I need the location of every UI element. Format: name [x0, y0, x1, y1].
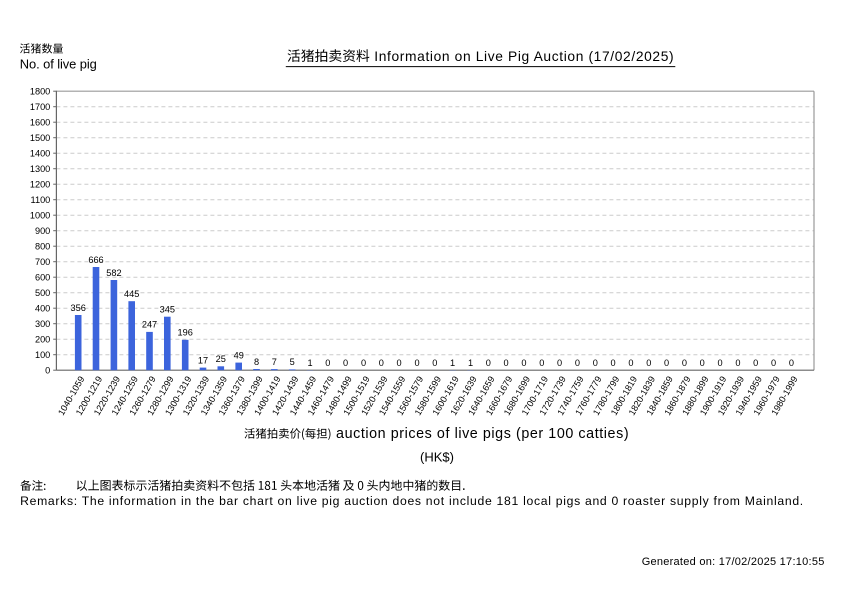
svg-text:49: 49 [234, 350, 244, 360]
svg-text:0: 0 [539, 358, 544, 368]
svg-text:247: 247 [142, 320, 157, 330]
svg-text:356: 356 [71, 303, 86, 313]
svg-text:0: 0 [789, 358, 794, 368]
svg-text:7: 7 [272, 357, 277, 367]
svg-text:0: 0 [700, 358, 705, 368]
svg-text:1300: 1300 [30, 164, 50, 174]
svg-text:0: 0 [593, 358, 598, 368]
svg-text:1800: 1800 [30, 86, 50, 96]
svg-text:0: 0 [557, 358, 562, 368]
svg-text:800: 800 [35, 241, 50, 251]
svg-text:0: 0 [361, 358, 366, 368]
svg-text:Generated on: 17/02/2025 17:10: Generated on: 17/02/2025 17:10:55 [642, 556, 825, 568]
svg-text:0: 0 [664, 358, 669, 368]
svg-text:0: 0 [611, 358, 616, 368]
svg-text:1700: 1700 [30, 102, 50, 112]
svg-text:1000: 1000 [30, 210, 50, 220]
svg-text:5: 5 [290, 357, 295, 367]
svg-text:345: 345 [160, 305, 175, 315]
svg-text:1400: 1400 [30, 148, 50, 158]
svg-text:0: 0 [575, 358, 580, 368]
svg-text:500: 500 [35, 288, 50, 298]
svg-text:0: 0 [735, 358, 740, 368]
svg-text:0: 0 [682, 358, 687, 368]
svg-text:No. of live pig: No. of live pig [20, 57, 97, 72]
svg-text:0: 0 [414, 358, 419, 368]
svg-text:1: 1 [450, 358, 455, 368]
svg-text:582: 582 [106, 268, 121, 278]
svg-text:0: 0 [343, 358, 348, 368]
svg-text:0: 0 [771, 358, 776, 368]
svg-text:666: 666 [88, 255, 103, 265]
svg-text:600: 600 [35, 272, 50, 282]
svg-text:0: 0 [397, 358, 402, 368]
svg-text:(HK$): (HK$) [420, 449, 454, 464]
svg-text:0: 0 [432, 358, 437, 368]
svg-text:196: 196 [178, 328, 193, 338]
svg-text:17: 17 [198, 355, 208, 365]
svg-text:445: 445 [124, 289, 139, 299]
svg-text:0: 0 [486, 358, 491, 368]
svg-text:1: 1 [307, 358, 312, 368]
svg-text:Remarks: The information in th: Remarks: The information in the bar char… [20, 494, 804, 508]
svg-text:300: 300 [35, 319, 50, 329]
svg-text:1: 1 [468, 358, 473, 368]
svg-text:0: 0 [45, 365, 50, 375]
svg-text:1200: 1200 [30, 179, 50, 189]
svg-text:Information on Live Pig Auctio: Information on Live Pig Auction (17/02/2… [370, 49, 674, 64]
svg-text:auction prices of live pigs (p: auction prices of live pigs (per 100 cat… [332, 426, 630, 442]
svg-text:1500: 1500 [30, 133, 50, 143]
svg-text:0: 0 [628, 358, 633, 368]
svg-text:1600: 1600 [30, 117, 50, 127]
svg-text:400: 400 [35, 303, 50, 313]
svg-text:8: 8 [254, 357, 259, 367]
svg-text:1100: 1100 [31, 195, 51, 205]
svg-text:0: 0 [504, 358, 509, 368]
svg-text:700: 700 [35, 257, 50, 267]
svg-text:200: 200 [35, 334, 50, 344]
svg-text:100: 100 [35, 350, 50, 360]
svg-text:900: 900 [35, 226, 50, 236]
svg-text:0: 0 [646, 358, 651, 368]
svg-text:0: 0 [753, 358, 758, 368]
svg-text:25: 25 [216, 354, 226, 364]
svg-text:0: 0 [325, 358, 330, 368]
svg-text:0: 0 [379, 358, 384, 368]
svg-text:0: 0 [718, 358, 723, 368]
svg-text:0: 0 [521, 358, 526, 368]
